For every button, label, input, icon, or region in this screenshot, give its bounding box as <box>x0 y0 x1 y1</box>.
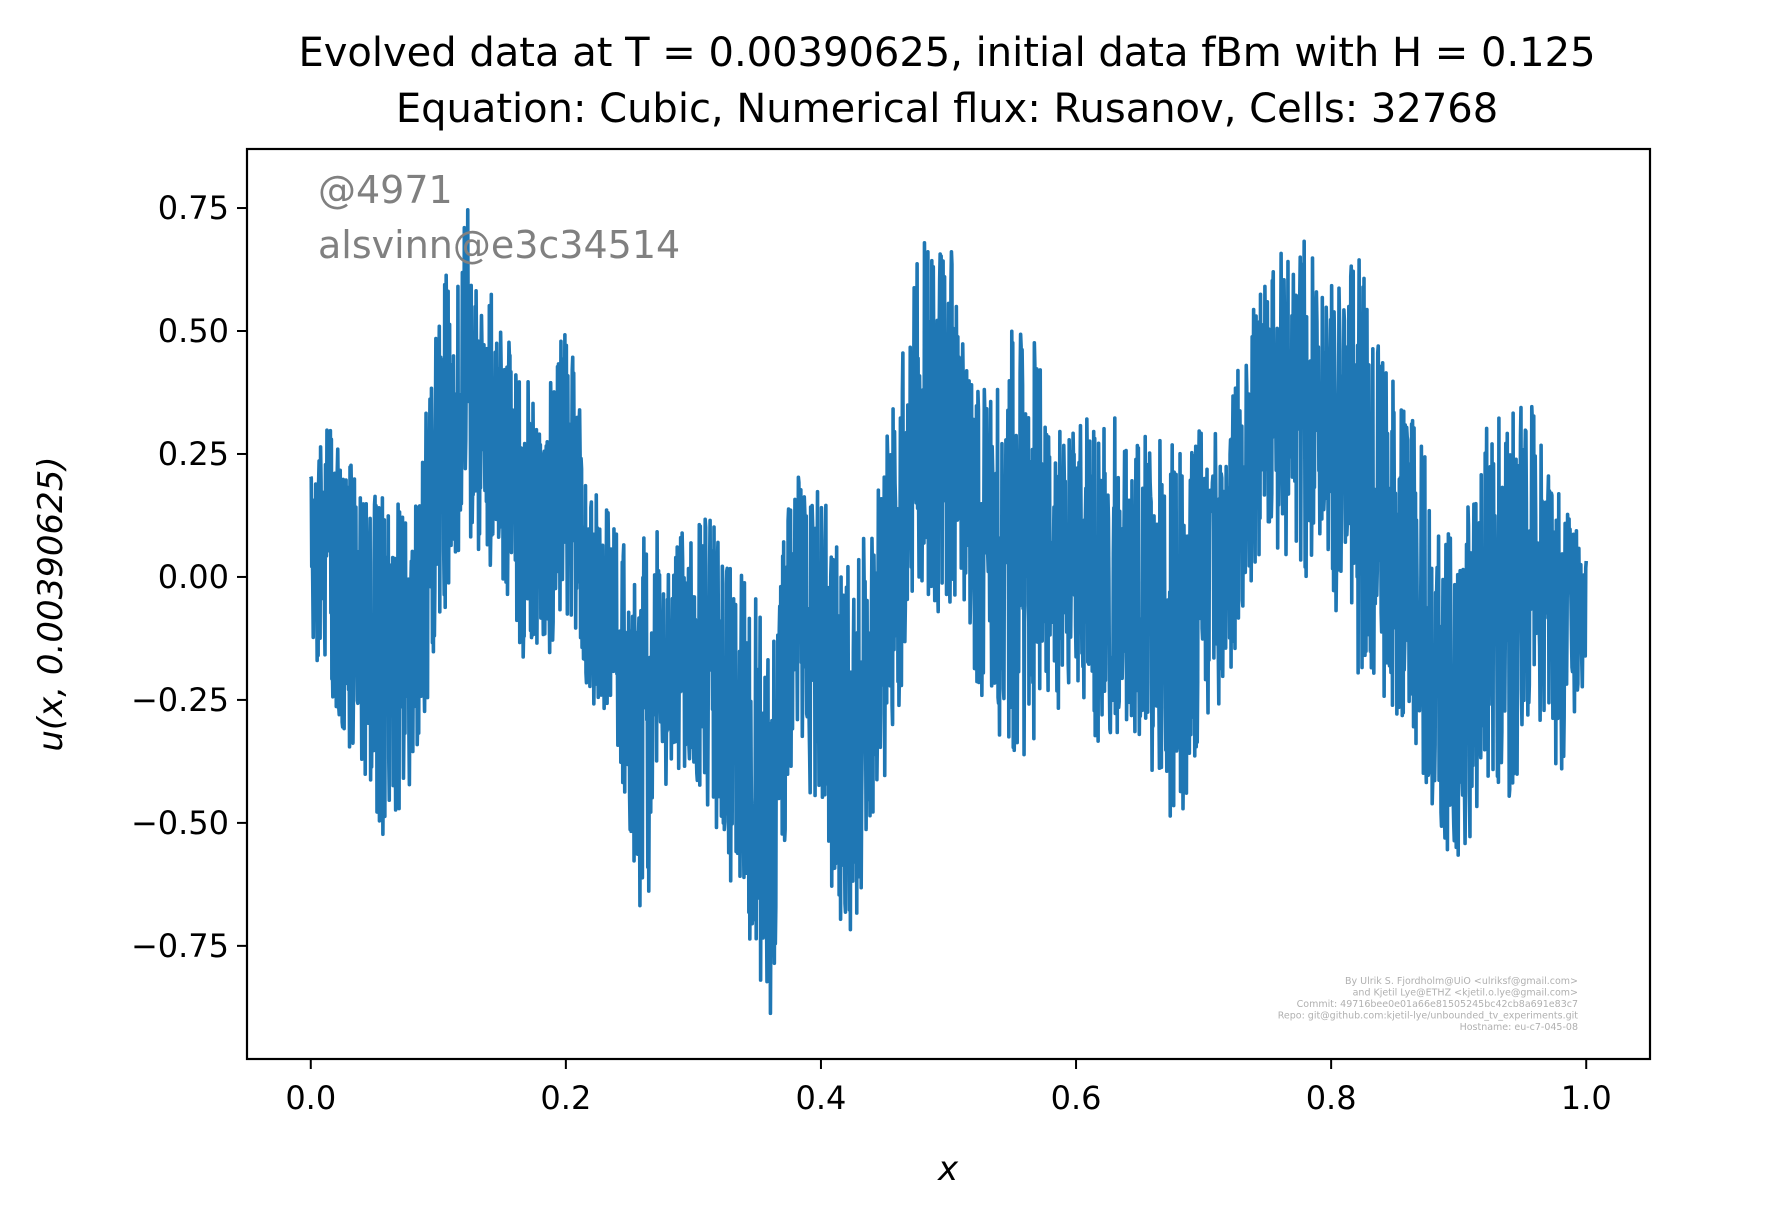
chart-title: Evolved data at T = 0.00390625, initial … <box>298 30 1595 76</box>
x-tick-label: 0.6 <box>1051 1079 1102 1117</box>
watermark-id: @4971 <box>318 168 453 212</box>
series-layer <box>309 207 1589 1016</box>
y-axis-label: u(x, 0.00390625) <box>31 456 71 751</box>
credits-block: By Ulrik S. Fjordholm@UiO <ulriksf@gmail… <box>1278 976 1579 1033</box>
series-line <box>309 207 1589 1016</box>
x-tick-label: 0.0 <box>285 1079 336 1117</box>
credits-line: Hostname: eu-c7-045-08 <box>1460 1022 1578 1033</box>
ticks-layer: 0.0 0.2 0.4 0.6 0.8 1.0 0.75 0.50 0.25 0.00 −0.25 −… <box>131 189 1612 1117</box>
credits-line: Commit: 49716bee0e01a66e81505245bc42cb8a… <box>1297 999 1578 1010</box>
credits-line: and Kjetil Lye@ETHZ <kjetil.o.lye@gmail.… <box>1353 988 1578 999</box>
x-tick-label: 1.0 <box>1561 1079 1612 1117</box>
y-tick-label: 0.25 <box>158 435 229 473</box>
chart-subtitle: Equation: Cubic, Numerical flux: Rusanov… <box>396 86 1498 132</box>
y-tick-label: −0.75 <box>131 927 229 965</box>
credits-line: Repo: git@github.com:kjetil-lye/unbounde… <box>1278 1011 1579 1022</box>
x-tick-label: 0.8 <box>1306 1079 1357 1117</box>
x-tick-label: 0.2 <box>540 1079 591 1117</box>
x-tick-label: 0.4 <box>796 1079 847 1117</box>
y-tick-label: −0.25 <box>131 681 229 719</box>
credits-line: By Ulrik S. Fjordholm@UiO <ulriksf@gmail… <box>1345 976 1578 987</box>
y-tick-label: 0.50 <box>158 312 229 350</box>
plot-frame <box>245 147 1652 1061</box>
x-axis-label: x <box>937 1149 959 1189</box>
y-tick-label: 0.00 <box>158 558 229 596</box>
y-tick-label: −0.50 <box>131 804 229 842</box>
y-tick-label: 0.75 <box>158 189 229 227</box>
watermark-commit: alsvinn@e3c34514 <box>318 223 680 267</box>
